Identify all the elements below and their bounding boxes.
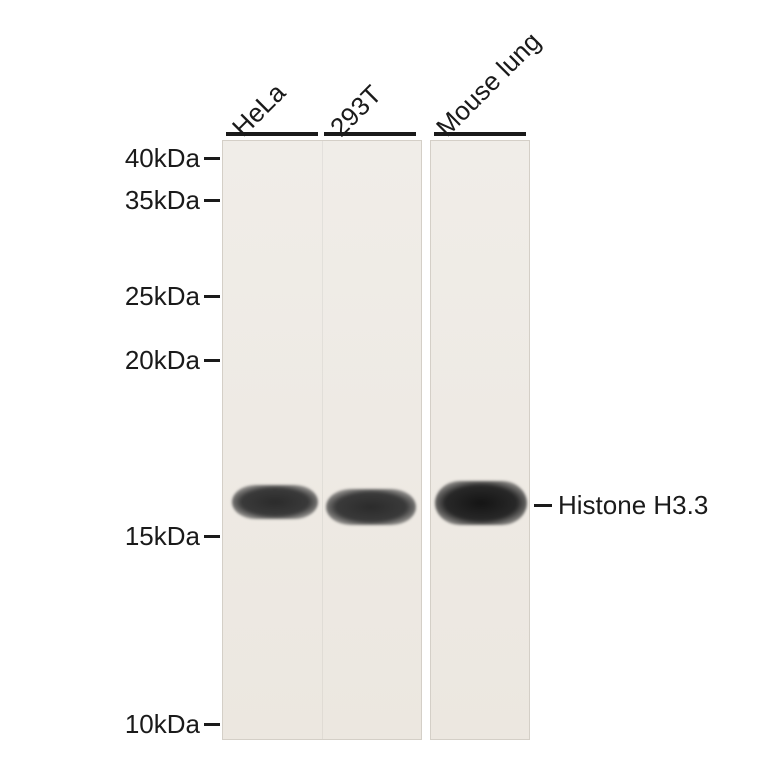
lane-underline-hela xyxy=(226,132,318,136)
marker-tick xyxy=(204,199,220,202)
marker-35kda: 35kDa xyxy=(0,185,220,215)
blot-strip-1 xyxy=(222,140,422,740)
marker-20kda: 20kDa xyxy=(0,345,220,375)
band-annotation-text: Histone H3.3 xyxy=(558,490,708,521)
marker-tick xyxy=(204,295,220,298)
lane-divider xyxy=(322,141,323,739)
marker-label: 40kDa xyxy=(125,143,200,174)
lane-label-mouse-lung: Mouse lung xyxy=(430,26,547,143)
band-293t xyxy=(326,489,416,525)
band-mouse-lung xyxy=(435,481,527,525)
lane-underline-293t xyxy=(324,132,416,136)
marker-25kda: 25kDa xyxy=(0,281,220,311)
marker-tick xyxy=(204,535,220,538)
band-hela xyxy=(232,485,318,519)
marker-tick xyxy=(204,157,220,160)
marker-40kda: 40kDa xyxy=(0,143,220,173)
marker-label: 25kDa xyxy=(125,281,200,312)
marker-15kda: 15kDa xyxy=(0,521,220,551)
blot-figure: 40kDa 35kDa 25kDa 20kDa 15kDa 10kDa HeLa… xyxy=(0,0,764,764)
marker-label: 15kDa xyxy=(125,521,200,552)
marker-tick xyxy=(204,359,220,362)
blot-strip-2 xyxy=(430,140,530,740)
marker-tick xyxy=(204,723,220,726)
marker-label: 20kDa xyxy=(125,345,200,376)
band-annotation-tick xyxy=(534,504,552,507)
marker-label: 10kDa xyxy=(125,709,200,740)
lane-underline-mouse-lung xyxy=(434,132,526,136)
marker-10kda: 10kDa xyxy=(0,709,220,739)
marker-label: 35kDa xyxy=(125,185,200,216)
band-annotation: Histone H3.3 xyxy=(534,490,708,521)
